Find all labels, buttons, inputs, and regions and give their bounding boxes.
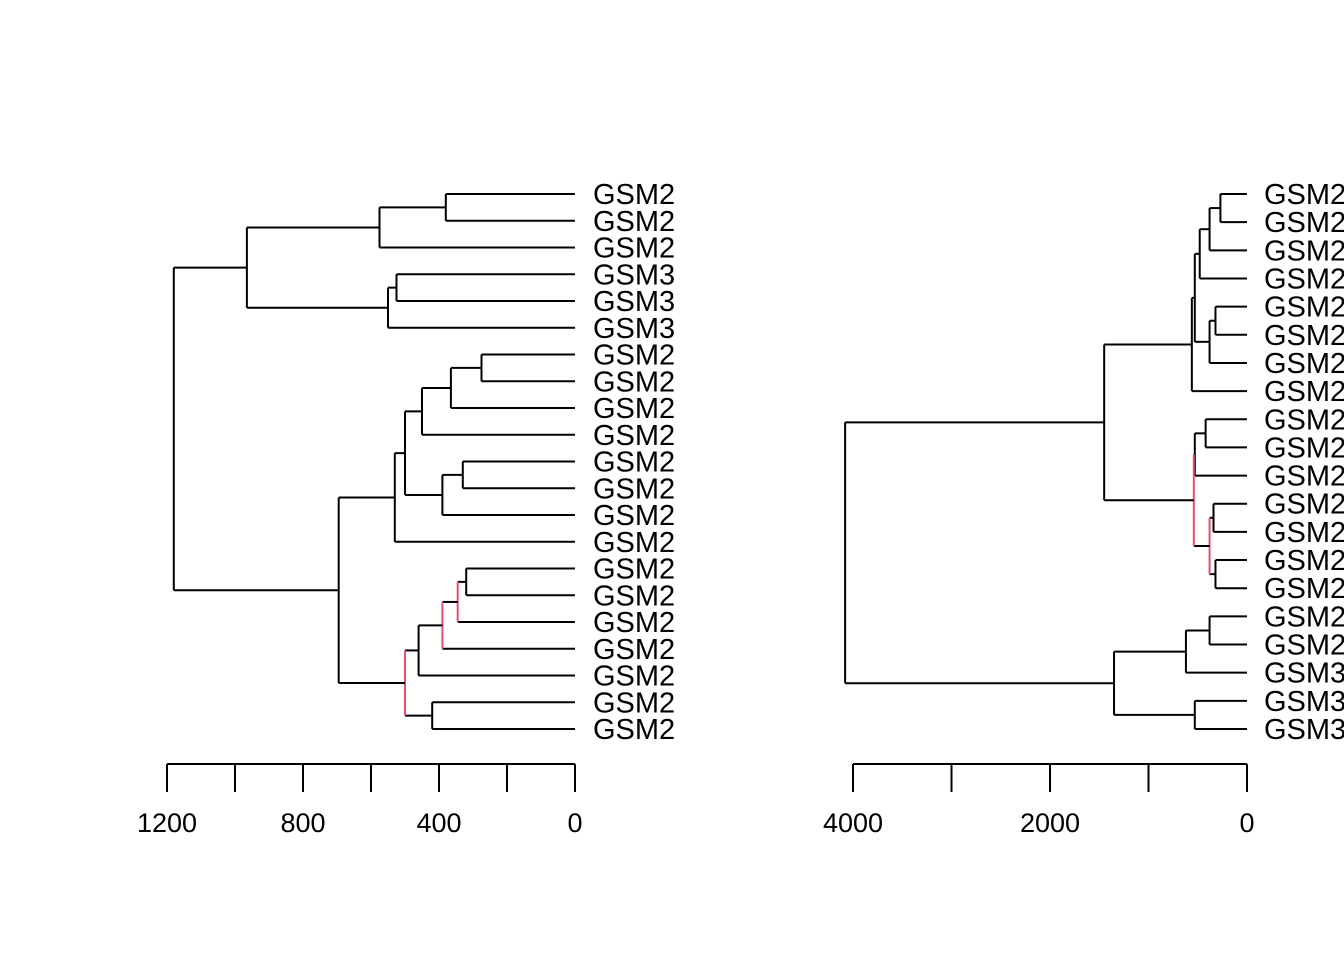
leaf-label: GSM2: [593, 340, 675, 372]
leaf-label: GSM2: [593, 179, 675, 211]
leaf-label: GSM2: [1264, 432, 1344, 464]
dendrogram-panel-left: GSM2GSM2GSM2GSM3GSM3GSM3GSM2GSM2GSM2GSM2…: [137, 179, 675, 838]
leaf-label: GSM3: [593, 313, 675, 345]
leaf-label: GSM2: [593, 447, 675, 479]
leaf-label: GSM2: [593, 527, 675, 559]
leaf-label: GSM2: [1264, 235, 1344, 267]
leaf-label: GSM2: [1264, 207, 1344, 239]
leaf-label: GSM2: [1264, 573, 1344, 605]
leaf-label: GSM2: [593, 420, 675, 452]
x-axis-tick-label: 400: [416, 808, 461, 838]
leaf-label: GSM3: [593, 286, 675, 318]
leaf-label: GSM2: [1264, 630, 1344, 662]
x-axis-tick-label: 1200: [137, 808, 197, 838]
leaf-label: GSM2: [1264, 517, 1344, 549]
x-axis-tick-label: 4000: [823, 808, 883, 838]
leaf-label: GSM2: [1264, 263, 1344, 295]
leaf-label: GSM2: [1264, 489, 1344, 521]
leaf-label: GSM2: [593, 366, 675, 398]
leaf-label: GSM2: [593, 661, 675, 693]
leaf-label: GSM2: [1264, 292, 1344, 324]
leaf-label: GSM3: [1264, 686, 1344, 718]
leaf-label: GSM2: [593, 580, 675, 612]
leaf-label: GSM2: [1264, 545, 1344, 577]
leaf-label: GSM2: [1264, 601, 1344, 633]
leaf-label: GSM2: [593, 714, 675, 746]
leaf-label: GSM2: [593, 473, 675, 505]
leaf-label: GSM2: [593, 393, 675, 425]
leaf-label: GSM2: [593, 607, 675, 639]
x-axis-tick-label: 800: [280, 808, 325, 838]
x-axis-tick-label: 0: [1239, 808, 1254, 838]
leaf-label: GSM2: [593, 634, 675, 666]
leaf-label: GSM2: [1264, 376, 1344, 408]
leaf-label: GSM2: [593, 233, 675, 265]
x-axis-tick-label: 0: [567, 808, 582, 838]
x-axis-tick-label: 2000: [1020, 808, 1080, 838]
leaf-label: GSM2: [1264, 461, 1344, 493]
leaf-label: GSM2: [593, 206, 675, 238]
leaf-label: GSM2: [1264, 320, 1344, 352]
leaf-label: GSM2: [593, 554, 675, 586]
leaf-label: GSM2: [1264, 348, 1344, 380]
leaf-label: GSM3: [1264, 714, 1344, 746]
leaf-label: GSM2: [593, 687, 675, 719]
leaf-label: GSM3: [593, 259, 675, 291]
leaf-label: GSM3: [1264, 658, 1344, 690]
leaf-label: GSM2: [1264, 404, 1344, 436]
leaf-label: GSM2: [1264, 179, 1344, 211]
leaf-label: GSM2: [593, 500, 675, 532]
dendrogram-panel-right: GSM2GSM2GSM2GSM2GSM2GSM2GSM2GSM2GSM2GSM2…: [823, 179, 1344, 838]
